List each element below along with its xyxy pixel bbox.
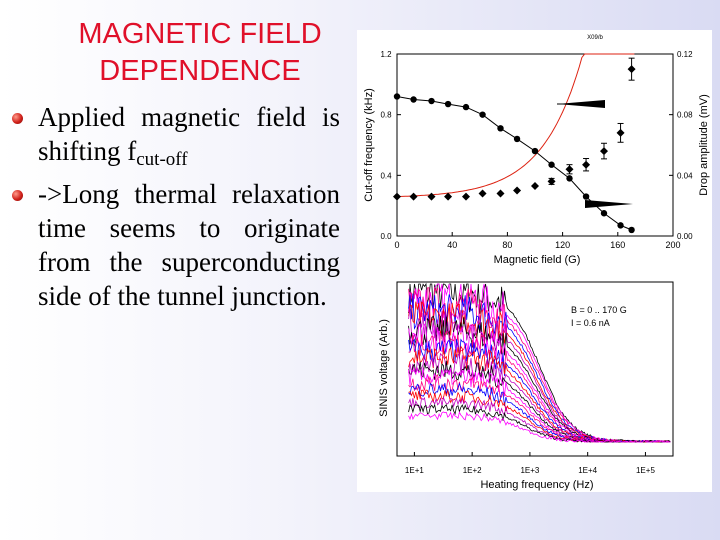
cutoff-point xyxy=(548,161,555,168)
drop-amplitude-point xyxy=(600,147,608,156)
bottom-chart: 1E+1 1E+2 1E+3 1E+4 1E+5 B = 0 .. 170 G I = … xyxy=(378,281,674,491)
title-line-2: DEPENDENCE xyxy=(99,55,301,87)
cutoff-point xyxy=(566,175,573,182)
slide-title: MAGNETIC FIELD DEPENDENCE xyxy=(40,16,360,90)
bottom-x-ticks: 1E+1 1E+2 1E+3 1E+4 1E+5 xyxy=(405,452,655,475)
cutoff-fit-line xyxy=(396,96,632,231)
bullet-item-1: Applied magnetic field is shifting fcut-… xyxy=(10,100,340,177)
bottom-x-tick-label: 1E+2 xyxy=(463,466,482,475)
top-y2-tick-label: 0.04 xyxy=(677,171,693,180)
top-x-tick-label: 80 xyxy=(502,240,512,250)
drop-amplitude-point xyxy=(409,192,418,201)
bullet-list: Applied magnetic field is shifting fcut-… xyxy=(10,100,340,313)
drop-amplitude-point xyxy=(444,192,453,201)
top-x-tick-label: 0 xyxy=(394,240,399,250)
drop-amplitude-fit-curve xyxy=(396,53,635,198)
top-plot-frame xyxy=(396,53,674,237)
drop-amplitude-point xyxy=(496,189,505,198)
top-chart: X09/b 0 40 80 120 160 200 0.00.40.81.2 0.000.… xyxy=(363,35,710,266)
drop-amplitude-point xyxy=(462,192,470,201)
drop-amplitude-point xyxy=(547,177,556,186)
bottom-plot-frame xyxy=(396,281,674,457)
top-x-tick-label: 160 xyxy=(610,240,625,250)
cutoff-point xyxy=(531,147,539,155)
drop-amplitude-point xyxy=(478,189,487,198)
cutoff-point xyxy=(582,193,590,200)
bullet-icon xyxy=(12,113,23,124)
cutoff-point xyxy=(462,103,470,111)
bottom-x-tick-label: 1E+4 xyxy=(578,466,597,475)
top-y-tick-label: 0.8 xyxy=(380,111,392,120)
top-y-tick-label: 1.2 xyxy=(380,50,392,59)
cutoff-point xyxy=(444,100,452,108)
top-x-ticks: 0 40 80 120 160 200 xyxy=(394,232,681,250)
top-x-tick-label: 200 xyxy=(665,240,680,250)
cutoff-point xyxy=(628,226,635,234)
sinis-curve xyxy=(408,403,671,443)
drop-amplitude-point xyxy=(582,160,591,169)
drop-amplitude-point xyxy=(531,181,539,190)
cutoff-arrow-icon xyxy=(557,100,605,108)
cutoff-point xyxy=(600,210,608,217)
sinis-curve xyxy=(408,331,671,443)
bullet-1-text: Applied magnetic field is shifting f xyxy=(38,102,340,166)
drop-amplitude-point xyxy=(427,192,436,201)
cutoff-point xyxy=(479,111,486,118)
drop-arrow-icon xyxy=(585,200,633,208)
figure-panel: X09/b 0 40 80 120 160 200 0.0 0.4 0.8 1.2 0.00 0.… xyxy=(357,30,712,492)
bottom-x-label: Heating frequency (Hz) xyxy=(480,479,593,491)
cutoff-point xyxy=(410,96,417,103)
sinis-curve xyxy=(408,411,671,443)
bullet-icon xyxy=(12,190,23,201)
drop-amplitude-point xyxy=(616,128,625,137)
annotation-line-2: I = 0.6 nA xyxy=(571,318,610,328)
top-data-points xyxy=(393,57,636,234)
title-line-1: MAGNETIC FIELD xyxy=(78,18,322,50)
bottom-x-tick-label: 1E+3 xyxy=(520,466,539,475)
cutoff-point xyxy=(428,97,435,105)
top-y-tick-label: 0.4 xyxy=(380,171,392,180)
top-y2-tick-label: 0.08 xyxy=(677,111,693,120)
top-y2-ticks: 0.00 0.04 0.08 0.12 xyxy=(669,50,693,241)
bullet-item-2: ->Long thermal relaxation time seems to … xyxy=(10,177,340,313)
cutoff-point xyxy=(617,222,624,229)
top-x-tick-label: 120 xyxy=(555,240,570,250)
bullet-1-subscript: cut-off xyxy=(136,149,188,170)
top-y2-tick-label: 0.12 xyxy=(677,50,693,59)
sinis-curve xyxy=(408,396,671,443)
top-y2-label: Drop amplitude (mV) xyxy=(698,94,710,195)
top-x-label: Magnetic field (G) xyxy=(494,254,581,266)
drop-amplitude-point xyxy=(393,192,401,201)
drop-amplitude-point xyxy=(627,65,636,74)
annotation-line-1: B = 0 .. 170 G xyxy=(571,305,627,315)
bottom-x-tick-label: 1E+5 xyxy=(636,466,655,475)
bullet-2-text: ->Long thermal relaxation time seems to … xyxy=(38,179,340,311)
top-y-label: Cut-off frequency (kHz) xyxy=(363,88,375,202)
bottom-y-label: SINIS voltage (Arb.) xyxy=(378,319,390,417)
top-x-tick-label: 40 xyxy=(447,240,457,250)
cutoff-point xyxy=(497,125,504,132)
series-arrows xyxy=(557,100,633,208)
bottom-x-tick-label: 1E+1 xyxy=(405,466,424,475)
top-chart-title: X09/b xyxy=(587,35,603,41)
drop-amplitude-point xyxy=(565,165,574,174)
cutoff-point xyxy=(393,93,401,100)
cutoff-point xyxy=(513,135,521,143)
bottom-curves xyxy=(408,282,671,443)
drop-amplitude-point xyxy=(513,186,522,195)
top-y-ticks: 0.0 0.4 0.8 1.2 xyxy=(380,50,401,241)
top-y2-tick-label: 0.00 xyxy=(677,232,693,241)
figure-svg: X09/b 0 40 80 120 160 200 0.00.40.81.2 0.000.… xyxy=(363,35,710,491)
top-y-tick-label: 0.0 xyxy=(380,232,392,241)
